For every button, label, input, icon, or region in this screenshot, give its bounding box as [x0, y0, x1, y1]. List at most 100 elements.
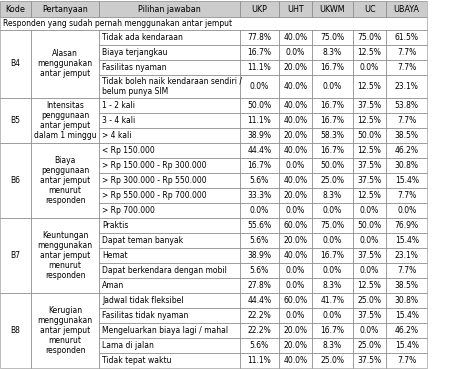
Bar [279, 30, 312, 45]
Bar [279, 233, 312, 248]
Bar [386, 308, 427, 323]
Bar [279, 218, 312, 233]
Text: 40.0%: 40.0% [284, 101, 307, 110]
Bar [99, 173, 240, 188]
Bar [386, 60, 427, 75]
Text: Lama di jalan: Lama di jalan [102, 341, 154, 350]
Bar [312, 60, 353, 75]
Bar [386, 128, 427, 143]
Text: 30.8%: 30.8% [395, 296, 419, 305]
Bar [279, 263, 312, 278]
Bar [279, 128, 312, 143]
Bar [31, 1, 99, 17]
Text: 33.3%: 33.3% [247, 191, 272, 200]
Bar [386, 143, 427, 158]
Bar [312, 60, 353, 75]
Bar [279, 45, 312, 60]
Text: Hemat: Hemat [102, 251, 127, 260]
Text: 7.7%: 7.7% [397, 116, 416, 125]
Bar [386, 30, 427, 45]
Text: 16.7%: 16.7% [247, 48, 272, 57]
Text: 25.0%: 25.0% [321, 356, 344, 365]
Bar [353, 233, 386, 248]
Bar [386, 188, 427, 203]
Bar [240, 75, 279, 98]
Bar [99, 143, 240, 158]
Bar [386, 308, 427, 323]
Bar [353, 1, 386, 17]
Bar [353, 308, 386, 323]
Bar [99, 113, 240, 128]
Bar [99, 308, 240, 323]
Text: 0.0%: 0.0% [360, 236, 379, 245]
Bar [0, 17, 427, 30]
Text: 38.9%: 38.9% [247, 251, 272, 260]
Text: 60.0%: 60.0% [284, 296, 307, 305]
Text: Kerugian
menggunakan
antar jemput
menurut
responden: Kerugian menggunakan antar jemput menuru… [38, 306, 93, 355]
Text: 0.0%: 0.0% [250, 206, 269, 215]
Bar [279, 60, 312, 75]
Text: 23.1%: 23.1% [395, 251, 419, 260]
Bar [99, 233, 240, 248]
Text: Mengeluarkan biaya lagi / mahal: Mengeluarkan biaya lagi / mahal [102, 326, 228, 335]
Bar [240, 113, 279, 128]
Bar [312, 158, 353, 173]
Bar [0, 17, 427, 30]
Bar [353, 338, 386, 353]
Bar [353, 323, 386, 338]
Bar [99, 233, 240, 248]
Bar [353, 338, 386, 353]
Bar [99, 338, 240, 353]
Text: 16.7%: 16.7% [321, 326, 344, 335]
Bar [312, 218, 353, 233]
Bar [353, 60, 386, 75]
Text: UKWM: UKWM [320, 4, 345, 14]
Bar [386, 248, 427, 263]
Text: Tidak tepat waktu: Tidak tepat waktu [102, 356, 171, 365]
Bar [31, 293, 99, 368]
Bar [279, 278, 312, 293]
Bar [386, 353, 427, 368]
Bar [312, 233, 353, 248]
Bar [312, 293, 353, 308]
Text: 37.5%: 37.5% [358, 356, 382, 365]
Bar [279, 323, 312, 338]
Bar [240, 263, 279, 278]
Bar [312, 263, 353, 278]
Bar [353, 248, 386, 263]
Bar [279, 188, 312, 203]
Bar [99, 278, 240, 293]
Bar [31, 30, 99, 98]
Bar [386, 143, 427, 158]
Text: UC: UC [364, 4, 376, 14]
Text: 75.0%: 75.0% [358, 33, 382, 42]
Bar [386, 278, 427, 293]
Bar [99, 293, 240, 308]
Bar [240, 203, 279, 218]
Bar [279, 293, 312, 308]
Bar [386, 323, 427, 338]
Bar [353, 188, 386, 203]
Bar [279, 98, 312, 113]
Bar [99, 75, 240, 98]
Bar [312, 233, 353, 248]
Bar [353, 203, 386, 218]
Bar [99, 248, 240, 263]
Bar [240, 293, 279, 308]
Bar [386, 1, 427, 17]
Text: 16.7%: 16.7% [321, 251, 344, 260]
Bar [312, 278, 353, 293]
Bar [312, 173, 353, 188]
Text: 20.0%: 20.0% [284, 63, 307, 72]
Bar [279, 353, 312, 368]
Text: 0.0%: 0.0% [286, 311, 305, 320]
Bar [386, 45, 427, 60]
Text: 50.0%: 50.0% [321, 161, 344, 170]
Text: 75.0%: 75.0% [321, 33, 344, 42]
Text: 58.3%: 58.3% [321, 131, 344, 140]
Bar [279, 143, 312, 158]
Bar [312, 203, 353, 218]
Text: 20.0%: 20.0% [284, 236, 307, 245]
Text: 0.0%: 0.0% [323, 82, 342, 91]
Bar [353, 75, 386, 98]
